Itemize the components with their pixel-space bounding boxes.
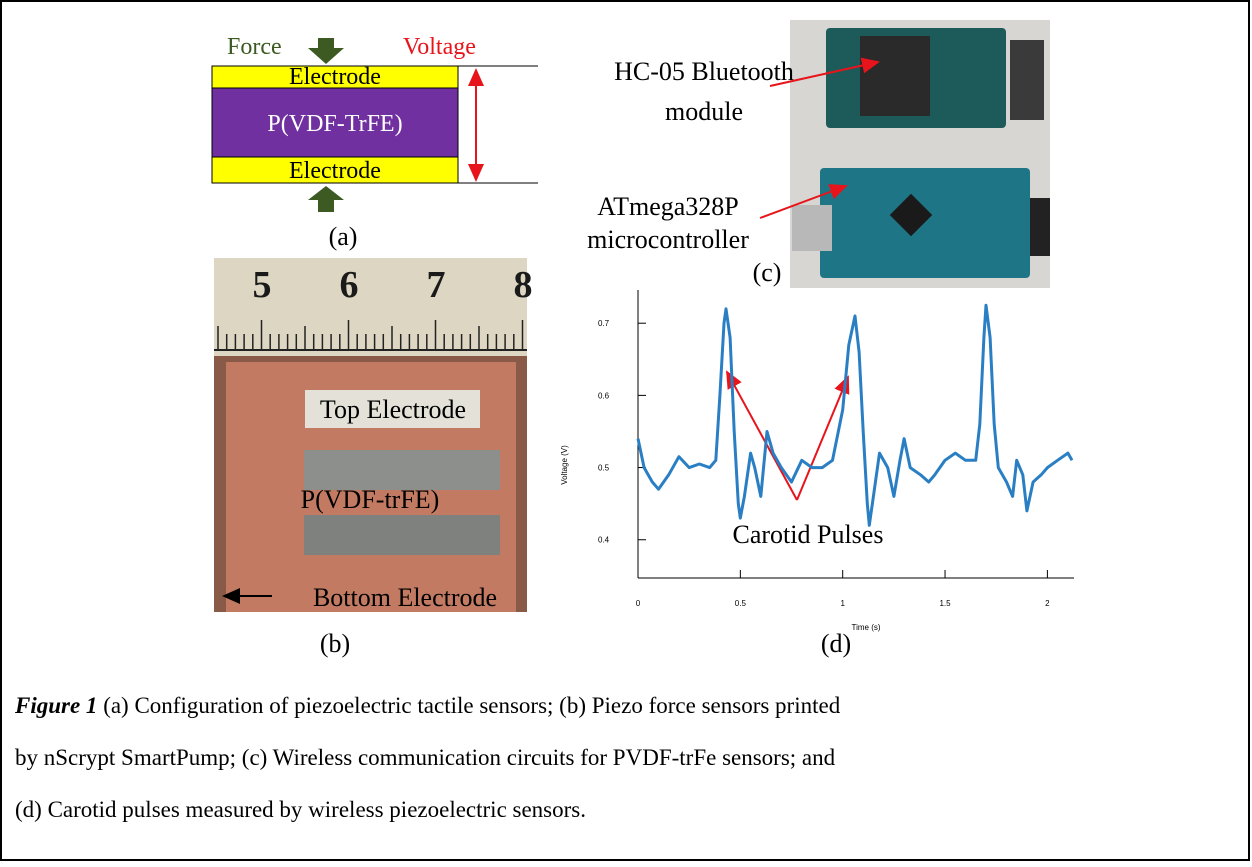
pins <box>1010 40 1044 120</box>
panel-label: (d) <box>821 629 851 658</box>
y-tick-label: 0.6 <box>598 391 610 400</box>
panel-label: (c) <box>753 258 782 287</box>
x-tick-label: 0 <box>636 599 641 608</box>
usb <box>792 205 832 251</box>
top-electrode-label: Top Electrode <box>320 395 466 424</box>
electrode-label: Electrode <box>289 158 381 184</box>
y-tick-label: 0.4 <box>598 536 610 545</box>
bottom-electrode-label: Bottom Electrode <box>313 583 497 612</box>
y-tick-label: 0.5 <box>598 464 610 473</box>
ruler-number: 5 <box>253 264 272 306</box>
x-tick-label: 2 <box>1045 599 1050 608</box>
caption-line: Figure 1 (a) Configuration of piezoelect… <box>14 693 841 718</box>
controller-label: microcontroller <box>587 225 749 254</box>
controller-board <box>820 168 1030 278</box>
x-axis-label: Time (s) <box>851 623 880 632</box>
frame <box>1 1 1249 860</box>
caption-text: (a) Configuration of piezoelectric tacti… <box>97 693 840 718</box>
pins <box>1030 198 1050 256</box>
sensor-strip <box>304 450 500 490</box>
voltage-label: Voltage <box>403 34 476 60</box>
caption-line: (d) Carotid pulses measured by wireless … <box>15 797 586 822</box>
caption-label: Figure 1 <box>14 693 97 718</box>
caption-line: by nScrypt SmartPump; (c) Wireless commu… <box>15 745 836 770</box>
panel-label: (b) <box>320 629 350 658</box>
controller-label: ATmega328P <box>597 192 739 221</box>
x-tick-label: 0.5 <box>735 599 747 608</box>
sensor-strip <box>304 515 500 555</box>
electrode-label: Electrode <box>289 64 381 90</box>
ruler-number: 6 <box>340 264 359 306</box>
ruler-number: 8 <box>514 264 533 306</box>
y-tick-label: 0.7 <box>598 319 610 328</box>
panel-b: 5 6 7 8 Top Electrode P(VDF-trFE) Bottom El… <box>214 258 533 658</box>
layer-label: P(VDF-trFE) <box>301 485 440 514</box>
chip <box>860 36 930 116</box>
x-tick-label: 1.5 <box>939 599 951 608</box>
layer-label: P(VDF-TrFE) <box>267 111 402 137</box>
figure: Force Voltage Electrode P(VDF-TrFE) Elec… <box>0 0 1252 867</box>
force-label: Force <box>227 34 282 60</box>
panel-label: (a) <box>329 222 358 251</box>
y-axis-label: Voltage (V) <box>560 445 569 485</box>
ruler-number: 7 <box>427 264 446 306</box>
x-tick-label: 1 <box>840 599 845 608</box>
bluetooth-label: HC-05 Bluetooth <box>614 57 794 86</box>
bluetooth-label: module <box>665 97 743 126</box>
annotation: Carotid Pulses <box>733 520 884 549</box>
